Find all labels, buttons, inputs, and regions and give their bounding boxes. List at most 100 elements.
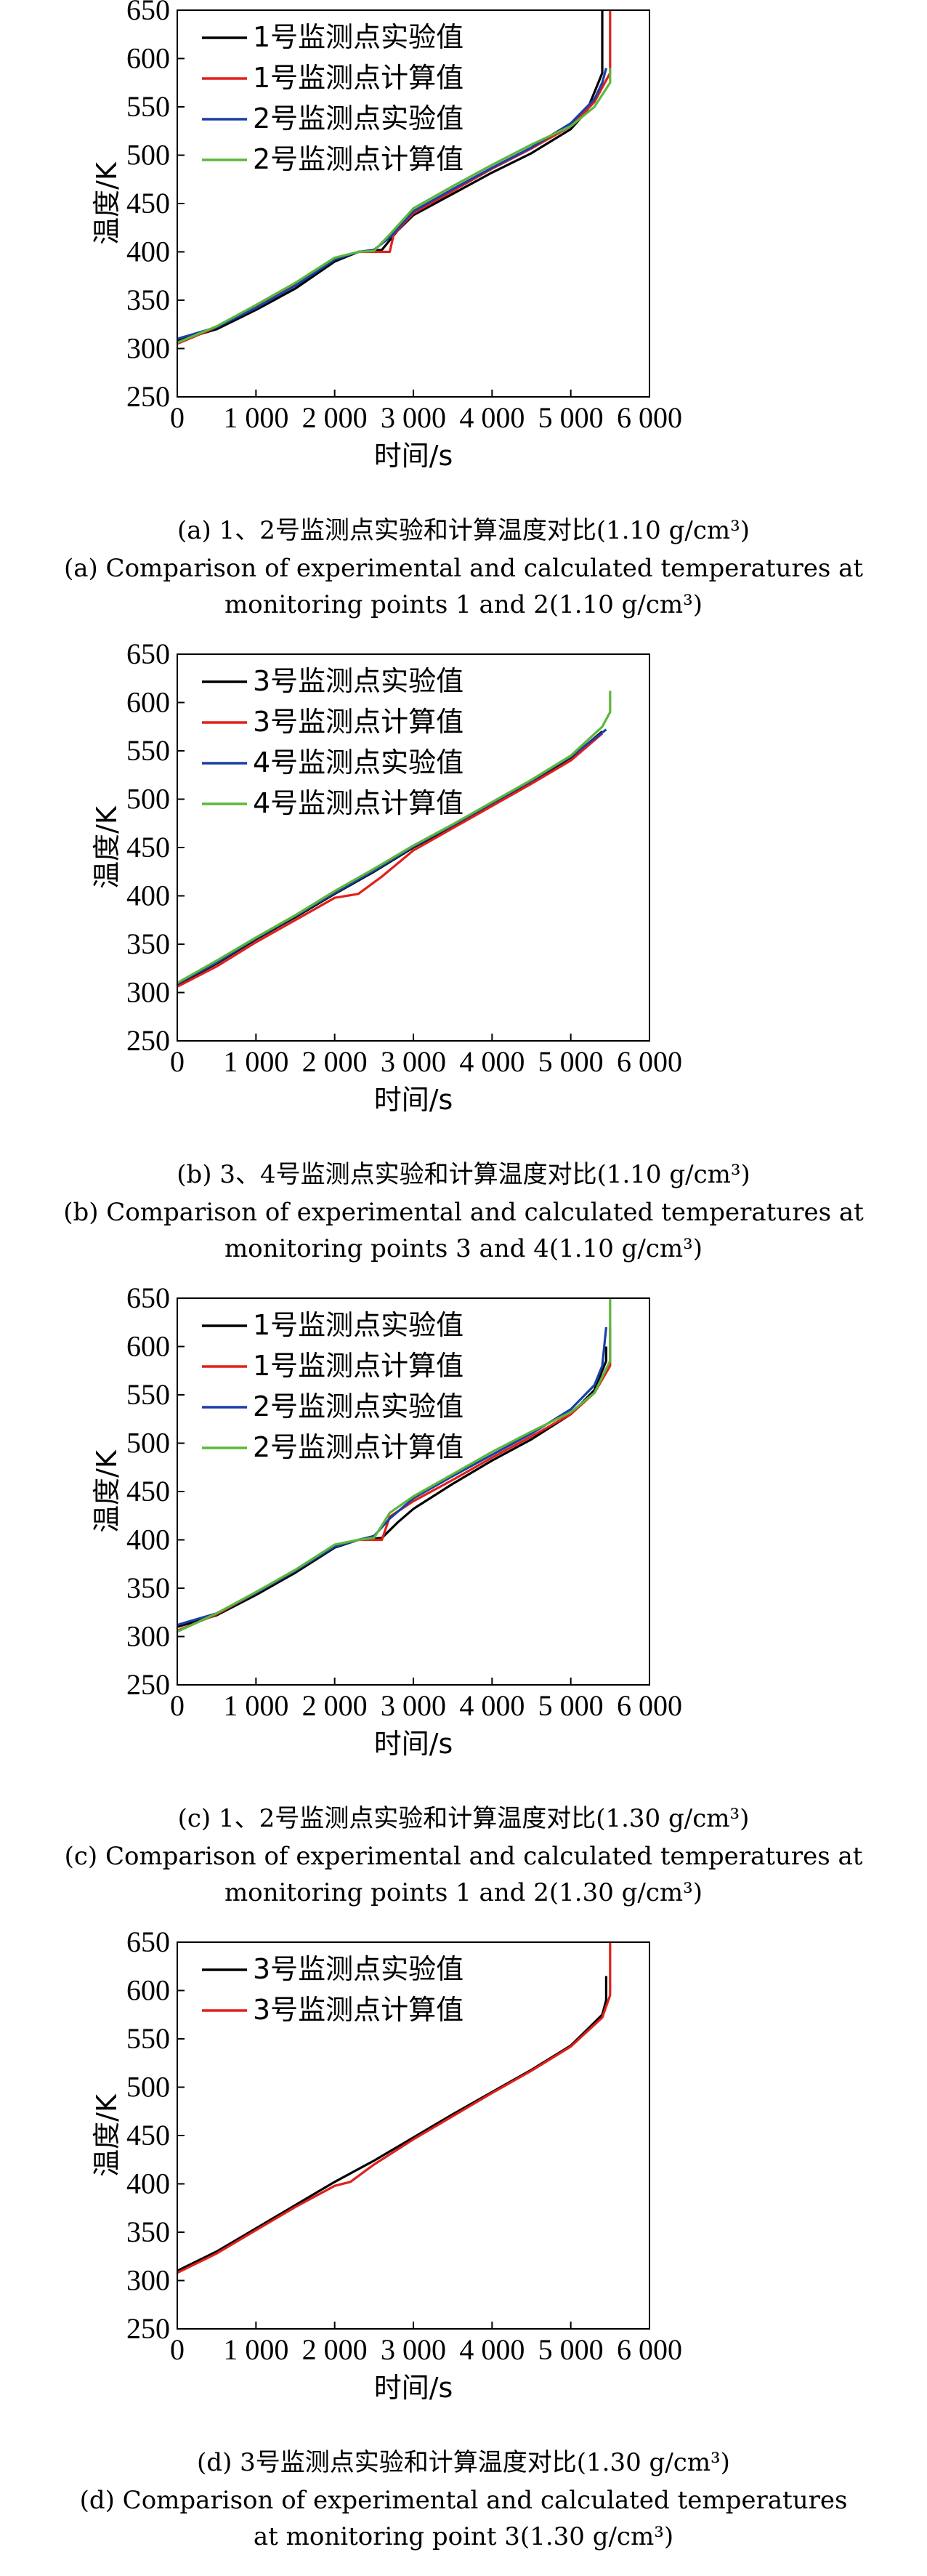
y-axis-label: 温度/K bbox=[91, 1449, 123, 1533]
y-tick-label: 550 bbox=[126, 1378, 170, 1411]
series-line-1 bbox=[177, 1346, 608, 1628]
y-tick-label: 250 bbox=[126, 380, 170, 413]
x-axis-label: 时间/s bbox=[374, 2372, 453, 2404]
legend-label: 3号监测点计算值 bbox=[253, 1994, 464, 2026]
x-tick-label: 3 000 bbox=[381, 2333, 446, 2366]
chart-svg: 0 1 000 2 000 3 000 4 000 5 000 6 000 250 300 350… bbox=[91, 0, 682, 472]
x-tick-label: 4 000 bbox=[459, 1689, 525, 1722]
y-tick-label: 650 bbox=[126, 0, 170, 26]
chart-svg: 0 1 000 2 000 3 000 4 000 5 000 6 000 250 300 350… bbox=[91, 1932, 682, 2404]
x-tick-label: 1 000 bbox=[223, 1045, 288, 1078]
x-tick-label: 2 000 bbox=[302, 1045, 368, 1078]
x-tick-label: 0 bbox=[170, 1045, 185, 1078]
x-tick-label: 0 bbox=[170, 2333, 185, 2366]
y-tick-label: 300 bbox=[126, 1620, 170, 1653]
caption-cn: (b) 3、4号监测点实验和计算温度对比(1.10 g/cm³) bbox=[177, 1160, 750, 1189]
series-line-4 bbox=[177, 68, 612, 344]
y-tick-label: 550 bbox=[126, 734, 170, 767]
y-tick-label: 350 bbox=[126, 927, 170, 960]
x-tick-label: 5 000 bbox=[538, 2333, 604, 2366]
x-tick-label: 6 000 bbox=[617, 2333, 682, 2366]
x-tick-label: 3 000 bbox=[381, 1045, 446, 1078]
legend-label: 3号监测点计算值 bbox=[253, 706, 464, 738]
chart-svg: 0 1 000 2 000 3 000 4 000 5 000 6 000 250 300 350… bbox=[91, 644, 682, 1116]
x-tick-label: 2 000 bbox=[302, 2333, 368, 2366]
x-tick-label: 6 000 bbox=[617, 401, 682, 434]
legend-label: 2号监测点实验值 bbox=[253, 102, 464, 134]
chart-panel-4: 0 1 000 2 000 3 000 4 000 5 000 6 000 250 300 350… bbox=[0, 1932, 927, 2576]
x-tick-label: 0 bbox=[170, 401, 185, 434]
caption-cn: (d) 3号监测点实验和计算温度对比(1.30 g/cm³) bbox=[197, 2448, 730, 2477]
y-tick-label: 300 bbox=[126, 332, 170, 365]
y-tick-label: 450 bbox=[126, 1475, 170, 1508]
y-tick-label: 500 bbox=[126, 1427, 170, 1460]
series-line-1 bbox=[177, 10, 604, 342]
y-tick-label: 300 bbox=[126, 976, 170, 1009]
x-tick-label: 6 000 bbox=[617, 1045, 682, 1078]
legend-label: 4号监测点实验值 bbox=[253, 746, 464, 778]
y-tick-label: 250 bbox=[126, 1024, 170, 1057]
y-tick-label: 500 bbox=[126, 139, 170, 172]
y-axis-label: 温度/K bbox=[91, 2093, 123, 2177]
y-tick-label: 350 bbox=[126, 2215, 170, 2248]
y-tick-label: 500 bbox=[126, 783, 170, 816]
x-tick-label: 2 000 bbox=[302, 401, 368, 434]
y-tick-label: 650 bbox=[126, 1932, 170, 1958]
legend-label: 1号监测点实验值 bbox=[253, 1309, 464, 1341]
series-line-2 bbox=[177, 732, 604, 988]
legend-label: 2号监测点实验值 bbox=[253, 1390, 464, 1422]
x-tick-label: 6 000 bbox=[617, 1689, 682, 1722]
legend-label: 3号监测点实验值 bbox=[253, 665, 464, 697]
y-tick-label: 400 bbox=[126, 236, 170, 268]
y-tick-label: 450 bbox=[126, 2119, 170, 2152]
caption-en-line-1: (a) Comparison of experimental and calcu… bbox=[63, 554, 864, 583]
caption-en-line-2: monitoring points 1 and 2(1.10 g/cm³) bbox=[224, 590, 703, 619]
y-tick-label: 400 bbox=[126, 1524, 170, 1556]
y-tick-label: 250 bbox=[126, 2312, 170, 2345]
caption-en-line-2: at monitoring point 3(1.30 g/cm³) bbox=[253, 2522, 674, 2551]
caption-cn: (c) 1、2号监测点实验和计算温度对比(1.30 g/cm³) bbox=[177, 1804, 750, 1833]
y-tick-label: 600 bbox=[126, 686, 170, 719]
series-line-4 bbox=[177, 1298, 612, 1633]
y-tick-label: 650 bbox=[126, 644, 170, 670]
caption-cn: (a) 1、2号监测点实验和计算温度对比(1.10 g/cm³) bbox=[177, 516, 750, 545]
caption-en-line-1: (d) Comparison of experimental and calcu… bbox=[79, 2486, 848, 2515]
legend-label: 3号监测点实验值 bbox=[253, 1953, 464, 1985]
y-axis-label: 温度/K bbox=[91, 161, 123, 245]
x-tick-label: 5 000 bbox=[538, 401, 604, 434]
x-tick-label: 1 000 bbox=[223, 401, 288, 434]
x-axis-label: 时间/s bbox=[374, 1728, 453, 1760]
y-tick-label: 250 bbox=[126, 1668, 170, 1701]
series-line-2 bbox=[177, 1942, 612, 2274]
x-tick-label: 5 000 bbox=[538, 1689, 604, 1722]
legend-label: 2号监测点计算值 bbox=[253, 143, 464, 175]
chart-panel-3: 0 1 000 2 000 3 000 4 000 5 000 6 000 250 300 350… bbox=[0, 1288, 927, 1932]
x-axis-label: 时间/s bbox=[374, 1084, 453, 1116]
caption-en-line-1: (b) Comparison of experimental and calcu… bbox=[63, 1198, 864, 1227]
x-tick-label: 3 000 bbox=[381, 401, 446, 434]
series-line-3 bbox=[177, 68, 607, 340]
chart-panel-2: 0 1 000 2 000 3 000 4 000 5 000 6 000 250 300 350… bbox=[0, 644, 927, 1288]
y-tick-label: 500 bbox=[126, 2071, 170, 2104]
x-tick-label: 4 000 bbox=[459, 401, 525, 434]
x-tick-label: 4 000 bbox=[459, 1045, 525, 1078]
x-tick-label: 5 000 bbox=[538, 1045, 604, 1078]
x-tick-label: 1 000 bbox=[223, 1689, 288, 1722]
x-tick-label: 2 000 bbox=[302, 1689, 368, 1722]
x-tick-label: 0 bbox=[170, 1689, 185, 1722]
legend-label: 1号监测点计算值 bbox=[253, 62, 464, 94]
x-tick-label: 4 000 bbox=[459, 2333, 525, 2366]
y-tick-label: 400 bbox=[126, 2168, 170, 2200]
x-tick-label: 1 000 bbox=[223, 2333, 288, 2366]
caption-en-line-1: (c) Comparison of experimental and calcu… bbox=[64, 1842, 863, 1871]
series-line-2 bbox=[177, 10, 612, 345]
series-line-4 bbox=[177, 691, 612, 984]
series-line-1 bbox=[177, 1976, 608, 2272]
legend-label: 1号监测点实验值 bbox=[253, 21, 464, 53]
y-tick-label: 350 bbox=[126, 283, 170, 316]
y-tick-label: 450 bbox=[126, 187, 170, 220]
y-tick-label: 400 bbox=[126, 880, 170, 912]
y-tick-label: 550 bbox=[126, 2022, 170, 2055]
x-axis-label: 时间/s bbox=[374, 440, 453, 472]
legend-label: 2号监测点计算值 bbox=[253, 1431, 464, 1463]
